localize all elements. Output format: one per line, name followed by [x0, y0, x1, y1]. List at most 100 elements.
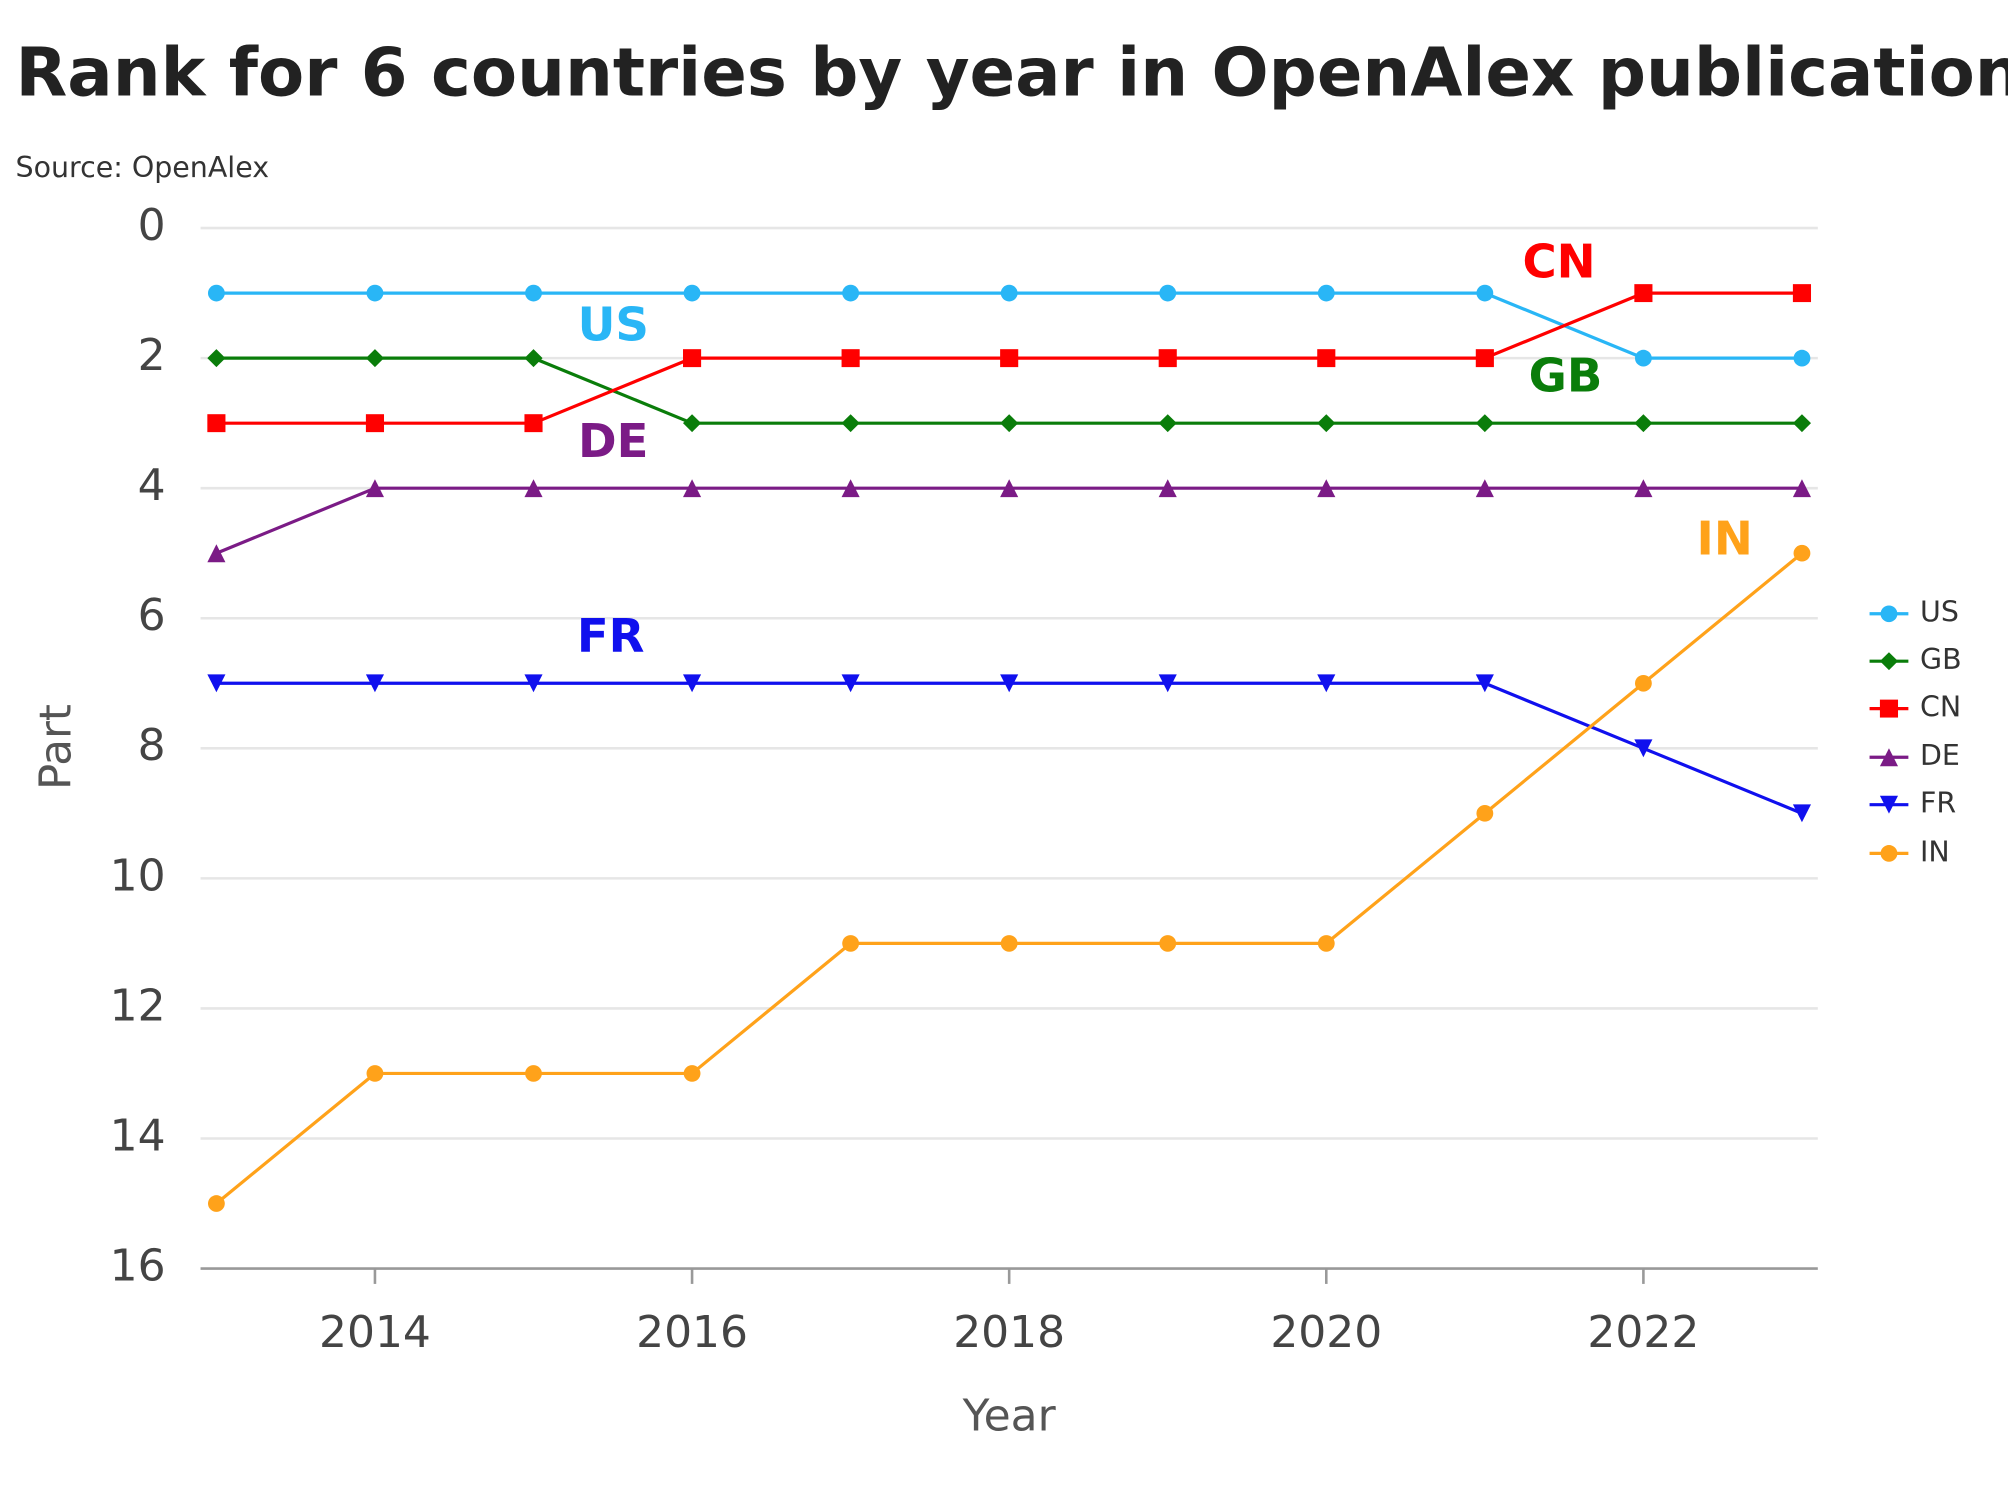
marker: [1000, 284, 1018, 302]
marker: [1159, 284, 1177, 302]
legend-marker: [1879, 748, 1899, 767]
marker: [1793, 349, 1811, 367]
marker: [1317, 284, 1335, 302]
marker: [1634, 674, 1652, 692]
series-annotation: DE: [578, 414, 648, 468]
marker: [841, 414, 860, 433]
y-tick-label: 16: [110, 1241, 166, 1292]
series: [207, 284, 1811, 367]
marker: [683, 349, 702, 368]
marker: [1000, 935, 1018, 952]
series-annotation: FR: [577, 609, 645, 663]
marker: [1475, 674, 1494, 693]
marker: [1317, 674, 1336, 693]
marker: [1000, 349, 1019, 368]
marker: [683, 1065, 701, 1082]
marker: [841, 674, 860, 693]
marker: [683, 674, 702, 693]
marker: [525, 284, 542, 302]
legend-marker: [1879, 795, 1899, 814]
y-tick-label: 12: [110, 981, 166, 1032]
marker: [1793, 544, 1811, 562]
marker: [1792, 284, 1812, 303]
marker: [1476, 284, 1494, 302]
legend-label: DE: [1920, 739, 1960, 772]
legend-marker: [1880, 605, 1898, 623]
marker: [207, 284, 225, 302]
line: [215, 486, 1802, 555]
series: [207, 674, 1812, 823]
marker: [524, 349, 543, 368]
series: [207, 479, 1812, 563]
marker: [207, 1195, 225, 1212]
marker: [1792, 414, 1812, 433]
y-tick-label: 14: [110, 1111, 166, 1162]
marker: [525, 1065, 542, 1082]
marker: [524, 414, 543, 433]
x-tick-label: 2018: [953, 1307, 1065, 1358]
marker: [1475, 414, 1494, 433]
marker: [1634, 414, 1653, 433]
marker: [1158, 674, 1177, 693]
marker: [1159, 935, 1177, 952]
marker: [1475, 349, 1494, 368]
legend-marker: [1879, 699, 1899, 718]
x-tick-label: 2020: [1270, 1307, 1382, 1358]
marker: [683, 414, 702, 433]
marker: [1634, 739, 1653, 758]
marker: [524, 674, 543, 693]
marker: [365, 674, 385, 693]
series: [207, 544, 1811, 1212]
marker: [365, 479, 385, 498]
marker: [1792, 804, 1812, 823]
marker: [683, 479, 702, 498]
marker: [1158, 479, 1177, 498]
marker: [1317, 479, 1336, 498]
marker: [1000, 414, 1019, 433]
marker: [207, 544, 226, 563]
marker: [841, 349, 860, 368]
marker: [524, 479, 543, 498]
series-annotation: GB: [1529, 349, 1603, 403]
marker: [1000, 479, 1019, 498]
series-annotation: IN: [1697, 512, 1753, 566]
y-tick-label: 0: [138, 200, 166, 251]
legend-marker: [1879, 652, 1899, 671]
marker: [366, 284, 384, 302]
legend-marker: [1880, 845, 1898, 862]
y-axis-title: Part: [30, 704, 81, 790]
legend-label: GB: [1920, 643, 1962, 676]
legend-label: CN: [1920, 691, 1961, 724]
legend-label: FR: [1920, 787, 1956, 820]
legend-label: US: [1920, 596, 1959, 629]
chart-title: Rank for 6 countries by year in OpenAlex…: [16, 34, 2008, 112]
chart-subtitle: Source: OpenAlex: [16, 151, 270, 184]
marker: [1792, 479, 1812, 498]
x-tick-label: 2022: [1587, 1307, 1699, 1358]
marker: [1317, 414, 1336, 433]
y-tick-label: 10: [110, 851, 166, 902]
marker: [842, 935, 860, 952]
marker: [207, 674, 226, 693]
marker: [207, 414, 226, 433]
marker: [1475, 479, 1494, 498]
x-tick-label: 2016: [636, 1307, 748, 1358]
marker: [365, 349, 385, 368]
marker: [1634, 284, 1653, 303]
marker: [842, 284, 860, 302]
marker: [1317, 349, 1336, 368]
x-axis-title: Year: [962, 1391, 1056, 1442]
series-annotation: CN: [1522, 235, 1595, 289]
y-tick-label: 6: [138, 590, 166, 641]
marker: [1158, 349, 1177, 368]
y-tick-label: 8: [138, 720, 166, 771]
legend-label: IN: [1920, 835, 1950, 868]
series: [207, 284, 1812, 433]
marker: [1634, 349, 1652, 367]
marker: [1634, 479, 1653, 498]
marker: [1000, 674, 1019, 693]
marker: [683, 284, 701, 302]
marker: [366, 1065, 384, 1082]
y-tick-label: 4: [138, 460, 166, 511]
